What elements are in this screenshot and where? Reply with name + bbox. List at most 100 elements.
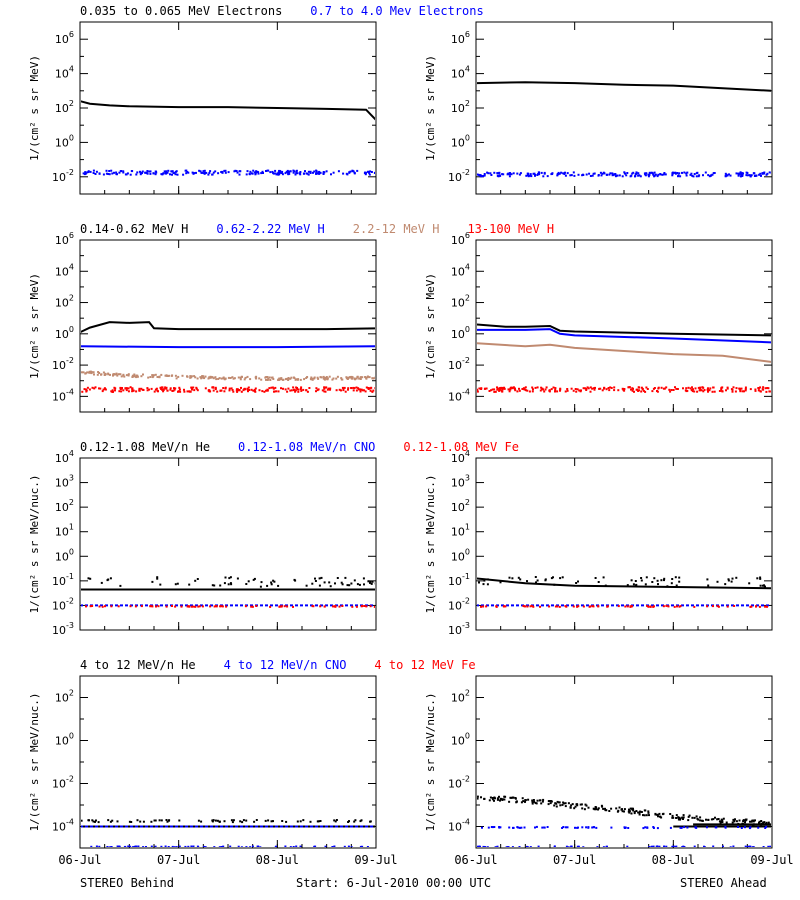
data-point xyxy=(364,376,367,378)
data-point xyxy=(329,585,332,588)
data-point xyxy=(286,169,289,172)
data-point xyxy=(331,378,334,381)
data-point xyxy=(713,172,716,174)
data-point xyxy=(257,845,260,847)
data-point xyxy=(122,389,125,392)
data-point xyxy=(498,174,501,177)
data-point xyxy=(274,169,277,172)
data-point xyxy=(149,172,152,175)
data-point xyxy=(166,171,169,174)
data-point xyxy=(118,390,121,393)
data-point xyxy=(85,390,88,393)
series-line xyxy=(81,345,375,349)
data-point xyxy=(656,175,659,178)
data-point xyxy=(93,373,95,376)
data-point xyxy=(209,390,212,393)
data-point xyxy=(754,819,756,822)
series-line xyxy=(81,321,375,333)
data-point xyxy=(483,797,486,800)
data-point xyxy=(630,605,633,608)
data-point xyxy=(682,387,684,390)
data-point xyxy=(272,579,275,582)
data-point xyxy=(119,388,122,390)
data-point xyxy=(309,378,312,380)
data-point xyxy=(323,390,326,393)
data-point xyxy=(561,803,564,806)
data-point xyxy=(757,387,760,390)
data-point xyxy=(524,386,527,389)
data-point xyxy=(682,845,685,847)
footer-right-label: STEREO Ahead xyxy=(680,876,767,890)
data-point xyxy=(103,373,106,376)
data-point xyxy=(98,387,100,390)
data-point xyxy=(765,825,768,828)
data-point xyxy=(686,171,689,174)
data-point xyxy=(347,821,350,823)
data-point xyxy=(109,820,112,823)
data-point xyxy=(296,378,299,381)
data-point xyxy=(85,605,87,608)
data-point xyxy=(701,386,704,389)
data-point xyxy=(520,801,523,804)
data-point xyxy=(734,818,736,821)
x-tick-label: 07-Jul xyxy=(157,853,200,867)
data-point xyxy=(200,171,203,174)
data-point xyxy=(354,819,357,822)
data-point xyxy=(191,388,193,391)
data-point xyxy=(499,799,501,802)
series-points xyxy=(477,171,771,178)
data-point xyxy=(557,173,560,176)
data-point xyxy=(491,388,494,391)
data-point xyxy=(601,172,604,175)
data-point xyxy=(284,172,287,175)
data-point xyxy=(160,845,163,847)
data-point xyxy=(683,846,686,847)
data-point xyxy=(182,173,185,176)
data-point xyxy=(493,388,496,391)
data-point xyxy=(294,390,297,393)
data-point xyxy=(91,386,94,389)
data-point xyxy=(224,169,227,172)
data-point xyxy=(719,821,722,824)
data-point xyxy=(159,583,162,586)
data-point xyxy=(482,583,485,586)
data-point xyxy=(147,376,150,379)
data-point xyxy=(740,387,743,390)
data-point xyxy=(740,172,743,175)
data-point xyxy=(100,373,103,376)
data-point xyxy=(667,605,670,608)
x-tick-label: 06-Jul xyxy=(454,853,497,867)
data-point xyxy=(671,578,674,580)
data-point xyxy=(165,170,168,173)
data-point xyxy=(202,845,205,847)
data-point xyxy=(296,172,299,175)
data-point xyxy=(230,583,233,586)
data-point xyxy=(484,846,487,847)
data-point xyxy=(278,169,281,172)
data-point xyxy=(314,580,317,582)
data-point xyxy=(229,377,232,379)
y-tick-label: 10-4 xyxy=(448,818,470,834)
data-point xyxy=(360,605,363,608)
data-point xyxy=(299,378,302,381)
data-point xyxy=(111,172,114,175)
data-point xyxy=(115,173,118,176)
data-point xyxy=(689,387,692,390)
data-point xyxy=(173,387,175,390)
data-point xyxy=(158,376,161,379)
data-point xyxy=(720,388,723,391)
data-point xyxy=(125,389,128,392)
data-point xyxy=(141,170,144,173)
data-point xyxy=(656,827,659,830)
data-point xyxy=(220,377,223,380)
data-point xyxy=(559,577,562,580)
data-point xyxy=(343,386,346,389)
data-point xyxy=(767,387,770,390)
data-point xyxy=(247,580,250,583)
data-point xyxy=(640,390,643,393)
data-point xyxy=(634,584,637,587)
y-tick-label: 10-2 xyxy=(52,356,74,372)
